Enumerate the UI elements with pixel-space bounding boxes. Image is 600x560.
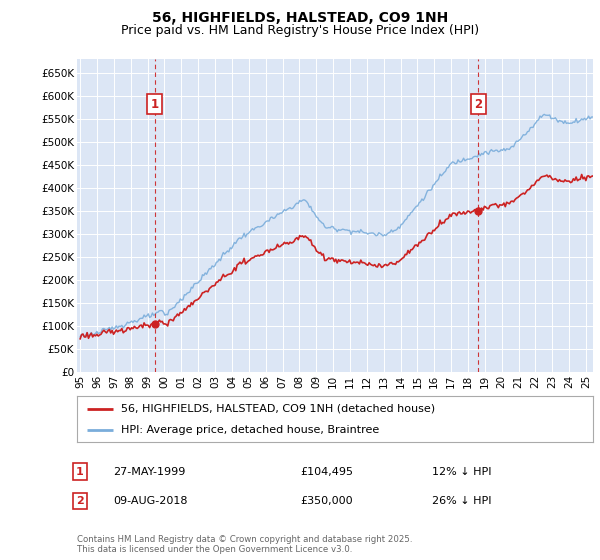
Text: Contains HM Land Registry data © Crown copyright and database right 2025.
This d: Contains HM Land Registry data © Crown c… [77, 535, 412, 554]
Text: 2: 2 [474, 98, 482, 111]
Text: 2: 2 [76, 496, 83, 506]
Text: 12% ↓ HPI: 12% ↓ HPI [432, 466, 491, 477]
Text: £350,000: £350,000 [300, 496, 353, 506]
Text: £104,495: £104,495 [300, 466, 353, 477]
Text: HPI: Average price, detached house, Braintree: HPI: Average price, detached house, Brai… [121, 425, 379, 435]
Text: 27-MAY-1999: 27-MAY-1999 [113, 466, 185, 477]
Text: 09-AUG-2018: 09-AUG-2018 [113, 496, 187, 506]
Text: 1: 1 [76, 466, 83, 477]
Text: 26% ↓ HPI: 26% ↓ HPI [432, 496, 491, 506]
Text: 1: 1 [151, 98, 158, 111]
Text: 56, HIGHFIELDS, HALSTEAD, CO9 1NH: 56, HIGHFIELDS, HALSTEAD, CO9 1NH [152, 11, 448, 25]
Text: 56, HIGHFIELDS, HALSTEAD, CO9 1NH (detached house): 56, HIGHFIELDS, HALSTEAD, CO9 1NH (detac… [121, 404, 435, 414]
Text: Price paid vs. HM Land Registry's House Price Index (HPI): Price paid vs. HM Land Registry's House … [121, 24, 479, 36]
